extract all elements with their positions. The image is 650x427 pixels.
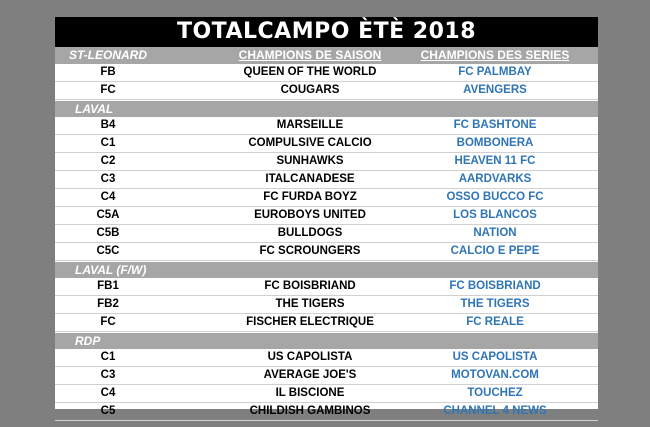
table-row: C1 US CAPOLISTA US CAPOLISTA xyxy=(55,349,598,367)
series-champion: US CAPOLISTA xyxy=(452,351,538,363)
saison-champion: THE TIGERS xyxy=(275,298,345,310)
division-code: FC xyxy=(100,316,116,328)
saison-champion: FC SCROUNGERS xyxy=(259,245,361,257)
saison-champion: BULLDOGS xyxy=(277,227,343,239)
division-code: C5 xyxy=(100,405,116,417)
division-code: FB2 xyxy=(97,298,119,310)
table-row: C5A EUROBOYS UNITED LOS BLANCOS xyxy=(55,207,598,225)
saison-champion: IL BISCIONE xyxy=(275,387,345,399)
saison-champion: FC BOISBRIAND xyxy=(264,280,356,292)
saison-champion: QUEEN OF THE WORLD xyxy=(243,66,377,78)
saison-champion: EUROBOYS UNITED xyxy=(254,209,366,221)
division-code: C2 xyxy=(100,155,116,167)
division-code: FB xyxy=(100,66,116,78)
division-code: C1 xyxy=(100,351,116,363)
saison-champion: SUNHAWKS xyxy=(276,155,344,167)
saison-champion: FC FURDA BOYZ xyxy=(263,191,357,203)
series-champion: TOUCHEZ xyxy=(467,387,523,399)
division-code: C3 xyxy=(100,369,116,381)
saison-champion: COMPULSIVE CALCIO xyxy=(248,137,372,149)
table-row: FC FISCHER ELECTRIQUE FC REALE xyxy=(55,314,598,332)
series-champion: LOS BLANCOS xyxy=(453,209,537,221)
region-header: ST-LEONARD xyxy=(69,48,147,62)
saison-champion: FISCHER ELECTRIQUE xyxy=(246,316,374,328)
division-code: FC xyxy=(100,84,116,96)
division-code: C5A xyxy=(96,209,120,221)
champions-table: TOTALCAMPO ÈTÈ 2018 ST-LEONARD CHAMPIONS… xyxy=(55,17,598,421)
table-body: FB QUEEN OF THE WORLD FC PALMBAY FC COUGARS A… xyxy=(55,64,598,421)
saison-champion: AVERAGE JOE'S xyxy=(263,369,357,381)
series-champion: OSSO BUCCO FC xyxy=(446,191,544,203)
series-champion: FC REALE xyxy=(466,316,524,328)
saison-champion: US CAPOLISTA xyxy=(267,351,353,363)
saison-champion: COUGARS xyxy=(280,84,340,96)
series-champion: HEAVEN 11 FC xyxy=(454,155,536,167)
series-champion: FC BOISBRIAND xyxy=(449,280,541,292)
division-code: C5C xyxy=(96,245,120,257)
table-row: C3 AVERAGE JOE'S MOTOVAN.COM xyxy=(55,367,598,385)
table-row: FB1 FC BOISBRIAND FC BOISBRIAND xyxy=(55,278,598,296)
series-column-header: CHAMPIONS DES SERIES xyxy=(420,48,570,62)
division-code: C3 xyxy=(100,173,116,185)
series-champion: CHANNEL 4 NEWS xyxy=(443,405,547,417)
series-champion: CALCIO E PEPE xyxy=(450,245,540,257)
table-row: C5C FC SCROUNGERS CALCIO E PEPE xyxy=(55,243,598,261)
table-row: FB2 THE TIGERS THE TIGERS xyxy=(55,296,598,314)
division-code: FB1 xyxy=(97,280,119,292)
table-row: C3 ITALCANADESE AARDVARKS xyxy=(55,171,598,189)
section-header: RDP xyxy=(55,332,598,349)
table-row: C5 CHILDISH GAMBINOS CHANNEL 4 NEWS xyxy=(55,403,598,421)
series-champion: FC BASHTONE xyxy=(453,119,537,131)
table-row: FB QUEEN OF THE WORLD FC PALMBAY xyxy=(55,64,598,82)
series-champion: FC PALMBAY xyxy=(458,66,532,78)
division-code: C1 xyxy=(100,137,116,149)
saison-champion: CHILDISH GAMBINOS xyxy=(249,405,371,417)
section-header: LAVAL (F/W) xyxy=(55,261,598,278)
division-code: C5B xyxy=(96,227,120,239)
table-row: C5B BULLDOGS NATION xyxy=(55,225,598,243)
table-row: C1 COMPULSIVE CALCIO BOMBONERA xyxy=(55,135,598,153)
table-row: C2 SUNHAWKS HEAVEN 11 FC xyxy=(55,153,598,171)
column-header-row: ST-LEONARD CHAMPIONS DE SAISON CHAMPIONS… xyxy=(55,47,598,64)
series-champion: MOTOVAN.COM xyxy=(451,369,539,381)
table-row: C4 FC FURDA BOYZ OSSO BUCCO FC xyxy=(55,189,598,207)
series-champion: AARDVARKS xyxy=(458,173,532,185)
division-code: C4 xyxy=(100,387,116,399)
series-champion: THE TIGERS xyxy=(460,298,530,310)
section-header: LAVAL xyxy=(55,100,598,117)
saison-champion: ITALCANADESE xyxy=(265,173,355,185)
series-champion: AVENGERS xyxy=(463,84,527,96)
division-code: B4 xyxy=(100,119,116,131)
table-row: B4 MARSEILLE FC BASHTONE xyxy=(55,117,598,135)
series-champion: BOMBONERA xyxy=(456,137,534,149)
saison-column-header: CHAMPIONS DE SAISON xyxy=(238,48,382,62)
page-title: TOTALCAMPO ÈTÈ 2018 xyxy=(55,17,598,47)
table-row: C4 IL BISCIONE TOUCHEZ xyxy=(55,385,598,403)
table-row: FC COUGARS AVENGERS xyxy=(55,82,598,100)
series-champion: NATION xyxy=(473,227,517,239)
division-code: C4 xyxy=(100,191,116,203)
saison-champion: MARSEILLE xyxy=(276,119,344,131)
